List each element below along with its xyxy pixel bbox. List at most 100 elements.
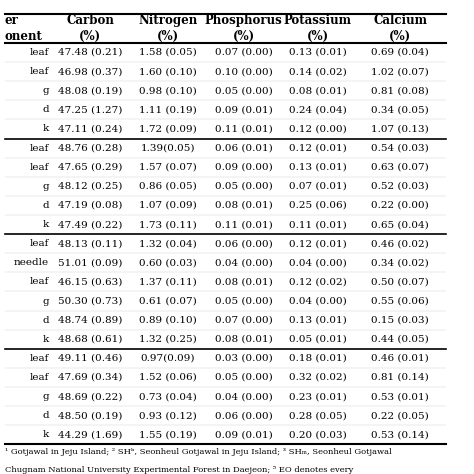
Text: 0.50 (0.07): 0.50 (0.07) — [371, 277, 429, 286]
Text: 0.09 (0.01): 0.09 (0.01) — [215, 430, 273, 439]
Text: 0.11 (0.01): 0.11 (0.01) — [289, 220, 347, 229]
Text: Calcium
(%): Calcium (%) — [373, 14, 427, 43]
Text: 0.11 (0.01): 0.11 (0.01) — [215, 220, 273, 229]
Text: 1.73 (0.11): 1.73 (0.11) — [139, 220, 197, 229]
Text: leaf: leaf — [29, 239, 49, 248]
Text: 0.14 (0.02): 0.14 (0.02) — [289, 67, 347, 76]
Text: 0.34 (0.02): 0.34 (0.02) — [371, 258, 429, 267]
Text: 0.55 (0.06): 0.55 (0.06) — [371, 297, 429, 306]
Text: 0.98 (0.10): 0.98 (0.10) — [139, 86, 197, 95]
Text: 48.12 (0.25): 48.12 (0.25) — [58, 182, 122, 191]
Text: 0.81 (0.08): 0.81 (0.08) — [371, 86, 429, 95]
Text: 1.07 (0.09): 1.07 (0.09) — [139, 201, 197, 210]
Text: 48.68 (0.61): 48.68 (0.61) — [58, 335, 122, 344]
Text: 0.09 (0.00): 0.09 (0.00) — [215, 163, 273, 172]
Text: 0.60 (0.03): 0.60 (0.03) — [139, 258, 197, 267]
Text: 0.13 (0.01): 0.13 (0.01) — [289, 48, 347, 57]
Text: 1.39(0.05): 1.39(0.05) — [141, 144, 195, 153]
Text: d: d — [42, 105, 49, 114]
Text: Nitrogen
(%): Nitrogen (%) — [138, 14, 198, 43]
Text: 0.05 (0.00): 0.05 (0.00) — [215, 182, 273, 191]
Text: 0.53 (0.01): 0.53 (0.01) — [371, 392, 429, 401]
Text: 0.15 (0.03): 0.15 (0.03) — [371, 316, 429, 325]
Text: 0.52 (0.03): 0.52 (0.03) — [371, 182, 429, 191]
Text: 0.73 (0.04): 0.73 (0.04) — [139, 392, 197, 401]
Text: 0.04 (0.00): 0.04 (0.00) — [215, 392, 273, 401]
Text: 0.05 (0.00): 0.05 (0.00) — [215, 86, 273, 95]
Text: 1.55 (0.19): 1.55 (0.19) — [139, 430, 197, 439]
Text: 0.24 (0.04): 0.24 (0.04) — [289, 105, 347, 114]
Text: 47.11 (0.24): 47.11 (0.24) — [58, 125, 122, 134]
Text: 0.23 (0.01): 0.23 (0.01) — [289, 392, 347, 401]
Text: g: g — [42, 86, 49, 95]
Text: leaf: leaf — [29, 277, 49, 286]
Text: 47.25 (1.27): 47.25 (1.27) — [58, 105, 122, 114]
Text: Phosphorus
(%): Phosphorus (%) — [205, 14, 283, 43]
Text: 0.61 (0.07): 0.61 (0.07) — [139, 297, 197, 306]
Text: 0.10 (0.00): 0.10 (0.00) — [215, 67, 273, 76]
Text: leaf: leaf — [29, 354, 49, 363]
Text: 0.07 (0.01): 0.07 (0.01) — [289, 182, 347, 191]
Text: 0.25 (0.06): 0.25 (0.06) — [289, 201, 347, 210]
Text: 0.12 (0.01): 0.12 (0.01) — [289, 239, 347, 248]
Text: 48.74 (0.89): 48.74 (0.89) — [58, 316, 122, 325]
Text: 0.22 (0.05): 0.22 (0.05) — [371, 411, 429, 420]
Text: 0.06 (0.01): 0.06 (0.01) — [215, 144, 273, 153]
Text: 0.04 (0.00): 0.04 (0.00) — [289, 297, 347, 306]
Text: leaf: leaf — [29, 373, 49, 382]
Text: d: d — [42, 201, 49, 210]
Text: 1.11 (0.19): 1.11 (0.19) — [139, 105, 197, 114]
Text: 0.81 (0.14): 0.81 (0.14) — [371, 373, 429, 382]
Text: g: g — [42, 182, 49, 191]
Text: 0.18 (0.01): 0.18 (0.01) — [289, 354, 347, 363]
Text: Carbon
(%): Carbon (%) — [66, 14, 114, 43]
Text: 0.12 (0.02): 0.12 (0.02) — [289, 277, 347, 286]
Text: 0.07 (0.00): 0.07 (0.00) — [215, 48, 273, 57]
Text: 0.04 (0.00): 0.04 (0.00) — [215, 258, 273, 267]
Text: 1.02 (0.07): 1.02 (0.07) — [371, 67, 429, 76]
Text: k: k — [43, 335, 49, 344]
Text: 0.08 (0.01): 0.08 (0.01) — [215, 201, 273, 210]
Text: 51.01 (0.09): 51.01 (0.09) — [58, 258, 122, 267]
Text: k: k — [43, 430, 49, 439]
Text: leaf: leaf — [29, 67, 49, 76]
Text: 1.60 (0.10): 1.60 (0.10) — [139, 67, 197, 76]
Text: 0.07 (0.00): 0.07 (0.00) — [215, 316, 273, 325]
Text: 0.22 (0.00): 0.22 (0.00) — [371, 201, 429, 210]
Text: 0.04 (0.00): 0.04 (0.00) — [289, 258, 347, 267]
Text: k: k — [43, 220, 49, 229]
Text: 0.34 (0.05): 0.34 (0.05) — [371, 105, 429, 114]
Text: leaf: leaf — [29, 163, 49, 172]
Text: 0.89 (0.10): 0.89 (0.10) — [139, 316, 197, 325]
Text: 1.32 (0.04): 1.32 (0.04) — [139, 239, 197, 248]
Text: g: g — [42, 392, 49, 401]
Text: 0.05 (0.00): 0.05 (0.00) — [215, 297, 273, 306]
Text: 50.30 (0.73): 50.30 (0.73) — [58, 297, 122, 306]
Text: 0.05 (0.01): 0.05 (0.01) — [289, 335, 347, 344]
Text: leaf: leaf — [29, 48, 49, 57]
Text: 0.97(0.09): 0.97(0.09) — [141, 354, 195, 363]
Text: 47.19 (0.08): 47.19 (0.08) — [58, 201, 122, 210]
Text: 0.86 (0.05): 0.86 (0.05) — [139, 182, 197, 191]
Text: 0.06 (0.00): 0.06 (0.00) — [215, 411, 273, 420]
Text: 1.32 (0.25): 1.32 (0.25) — [139, 335, 197, 344]
Text: Potassium
(%): Potassium (%) — [284, 14, 352, 43]
Text: 47.65 (0.29): 47.65 (0.29) — [58, 163, 122, 172]
Text: 47.48 (0.21): 47.48 (0.21) — [58, 48, 122, 57]
Text: 1.07 (0.13): 1.07 (0.13) — [371, 125, 429, 134]
Text: needle: needle — [14, 258, 49, 267]
Text: 0.69 (0.04): 0.69 (0.04) — [371, 48, 429, 57]
Text: 48.69 (0.22): 48.69 (0.22) — [58, 392, 122, 401]
Text: 0.20 (0.03): 0.20 (0.03) — [289, 430, 347, 439]
Text: 48.76 (0.28): 48.76 (0.28) — [58, 144, 122, 153]
Text: 0.46 (0.02): 0.46 (0.02) — [371, 239, 429, 248]
Text: g: g — [42, 297, 49, 306]
Text: 0.05 (0.00): 0.05 (0.00) — [215, 373, 273, 382]
Text: 0.28 (0.05): 0.28 (0.05) — [289, 411, 347, 420]
Text: 0.46 (0.01): 0.46 (0.01) — [371, 354, 429, 363]
Text: 0.11 (0.01): 0.11 (0.01) — [215, 125, 273, 134]
Text: 1.57 (0.07): 1.57 (0.07) — [139, 163, 197, 172]
Text: 0.53 (0.14): 0.53 (0.14) — [371, 430, 429, 439]
Text: 1.52 (0.06): 1.52 (0.06) — [139, 373, 197, 382]
Text: 0.54 (0.03): 0.54 (0.03) — [371, 144, 429, 153]
